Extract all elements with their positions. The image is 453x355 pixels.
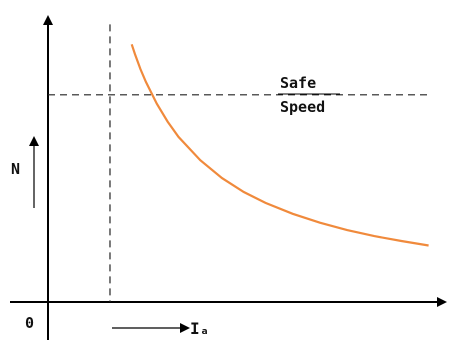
safe-speed-label-line2: Speed [280,98,325,116]
x-axis-label: Iₐ [190,319,209,338]
y-axis-label: N [11,160,20,178]
origin-label: 0 [25,314,34,332]
safe-speed-label-line1: Safe [280,74,316,92]
speed-current-curve [130,43,429,247]
